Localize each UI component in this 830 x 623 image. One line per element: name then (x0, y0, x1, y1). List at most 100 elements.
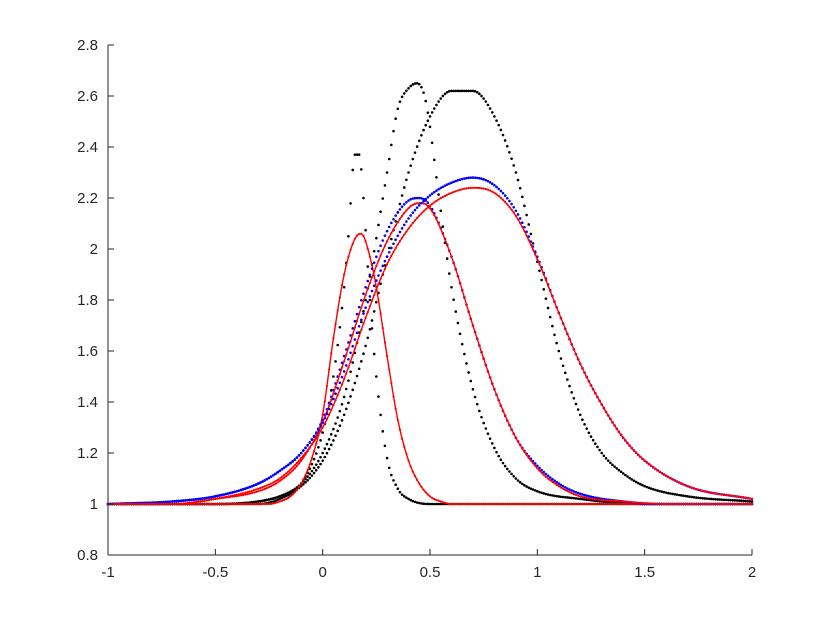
data-point (525, 453, 528, 457)
data-point (321, 431, 324, 434)
data-point (377, 282, 380, 286)
data-point (572, 348, 575, 351)
data-point (364, 344, 367, 348)
data-point (192, 501, 195, 504)
data-point (297, 459, 301, 462)
data-point (705, 490, 709, 493)
data-point (139, 502, 142, 506)
data-point (538, 469, 541, 472)
data-point (403, 233, 406, 236)
data-point (665, 474, 668, 477)
data-point (344, 364, 348, 367)
data-point (250, 502, 253, 506)
data-point (360, 306, 363, 309)
data-point (396, 211, 400, 214)
data-point (420, 85, 423, 89)
data-point (437, 222, 440, 225)
data-point (441, 195, 444, 199)
data-point (572, 490, 576, 493)
data-point (432, 107, 436, 110)
data-point (197, 500, 200, 503)
data-point (370, 264, 374, 267)
data-point (317, 430, 320, 433)
data-point (351, 327, 355, 330)
data-point (375, 279, 378, 282)
data-point (229, 502, 232, 506)
data-point (409, 198, 412, 201)
data-point (452, 89, 455, 93)
data-point (420, 485, 423, 489)
data-point (641, 501, 644, 505)
data-point (319, 462, 322, 466)
data-point (267, 476, 271, 480)
data-point (360, 328, 363, 331)
data-point (278, 497, 282, 501)
data-point (662, 473, 666, 476)
data-point (452, 190, 455, 194)
data-point (314, 468, 318, 472)
data-point (475, 402, 479, 406)
data-point (184, 502, 187, 505)
data-point (613, 502, 616, 506)
data-point (317, 459, 320, 463)
data-point (703, 490, 706, 493)
data-point (254, 500, 258, 504)
data-point (394, 214, 397, 217)
data-point (669, 502, 672, 506)
data-point (368, 295, 372, 298)
data-point (411, 83, 415, 86)
data-point (563, 486, 567, 489)
data-point (259, 499, 262, 503)
data-point (325, 451, 329, 455)
y-tick-label: 1.2 (77, 445, 98, 462)
data-point (651, 487, 655, 491)
data-point (321, 451, 324, 455)
data-point (231, 491, 234, 494)
data-point (418, 214, 421, 217)
data-point (699, 496, 702, 500)
data-point (722, 498, 726, 502)
data-point (424, 197, 428, 201)
data-point (377, 249, 380, 253)
data-point (396, 487, 400, 491)
data-point (493, 388, 496, 391)
data-point (351, 242, 354, 245)
data-point (609, 461, 612, 465)
data-point (553, 502, 556, 506)
data-point (467, 502, 470, 506)
data-point (482, 178, 485, 181)
data-point (156, 502, 159, 506)
data-point (417, 139, 421, 143)
data-point (512, 164, 516, 167)
data-point (278, 500, 281, 503)
data-point (557, 502, 560, 506)
data-point (257, 502, 260, 506)
data-point (686, 502, 689, 506)
data-point (409, 84, 412, 88)
data-point (201, 497, 204, 500)
data-point (435, 218, 438, 221)
data-point (432, 190, 436, 194)
data-point (574, 490, 578, 494)
data-point (308, 446, 311, 449)
data-point (347, 366, 350, 369)
data-point (413, 474, 417, 478)
data-point (373, 274, 376, 277)
data-point (239, 488, 243, 492)
data-point (465, 362, 468, 365)
data-point (211, 495, 215, 499)
data-point (274, 480, 277, 483)
data-point (660, 490, 664, 493)
data-point (377, 274, 380, 277)
data-point (467, 310, 470, 313)
data-point (469, 317, 472, 320)
data-point (355, 234, 359, 237)
data-point (471, 89, 475, 93)
data-point (201, 502, 204, 506)
data-point (486, 188, 490, 191)
data-point (441, 232, 444, 236)
series-line (108, 202, 752, 505)
data-point (383, 341, 387, 344)
data-point (413, 202, 417, 205)
data-point (431, 210, 434, 213)
